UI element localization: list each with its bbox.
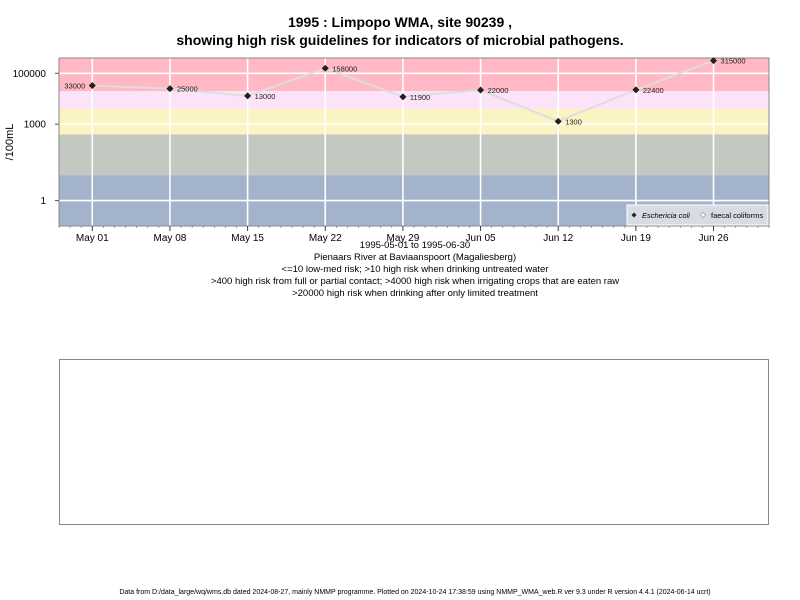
ecoli-point-2 [244,92,252,100]
ecoli-point-8 [709,57,718,65]
ecoli-point-1 [166,85,174,93]
x-tick-label-4: May 29 [387,233,420,244]
y-tick-label-1: 1000 [24,120,47,131]
site-name-caption: Pienaars River at Baviaanspoort (Magalie… [313,252,517,263]
x-tick-label-0: May 01 [76,233,109,244]
risk-band-2 [59,108,769,135]
y-axis-title: /100mL [4,124,16,161]
ecoli-point-5 [477,86,485,94]
ecoli-data-label-4: 11900 [410,93,430,102]
date-range-caption: 1995-05-01 to 1995-06-30 [359,240,471,251]
ecoli-point-0 [88,82,96,90]
chart-plot: 1 1000 100000 May 01 May 08 May 15 May 22 May 2… [4,57,770,244]
ecoli-data-label-0: 33000 [64,82,85,91]
legend-ecoli-label: Eschericia coli [642,211,690,220]
ecoli-data-label-7: 22400 [643,86,664,95]
x-tick-label-6: Jun 12 [543,233,573,244]
ecoli-data-label-2: 13000 [255,92,276,101]
risk-band-1 [59,134,769,176]
risk-band-4 [59,58,769,92]
ecoli-point-7 [632,86,640,94]
legend-faecal-marker [700,212,706,218]
empty-plot-panel [59,359,769,525]
ecoli-data-label-3: 158000 [332,64,357,73]
risk-guideline-2: >400 high risk from full or partial cont… [210,276,620,287]
x-tick-label-2: May 15 [231,233,264,244]
ecoli-point-6 [554,117,562,125]
x-tick-label-1: May 08 [154,233,187,244]
risk-guideline-3: >20000 high risk when drinking after onl… [292,288,538,299]
y-tick-label-0: 1 [40,196,46,207]
footer-note: Data from D:/data_large/wq/wms.db dated … [119,589,711,596]
chart-title: 1995 : Limpopo WMA, site 90239 , [287,14,513,30]
ecoli-point-3 [321,64,329,72]
x-tick-label-7: Jun 19 [621,233,651,244]
x-tick-label-8: Jun 26 [699,233,729,244]
chart-subtitle: showing high risk guidelines for indicat… [176,32,624,48]
ecoli-point-4 [399,93,407,101]
legend-box [626,204,769,226]
y-tick-label-2: 100000 [13,69,47,80]
x-tick-label-3: May 22 [309,233,342,244]
ecoli-data-label-6: 1300 [565,117,582,126]
risk-guideline-1: <=10 low-med risk; >10 high risk when dr… [281,264,549,275]
legend-faecal-label: faecal coliforms [711,211,763,220]
ecoli-data-label-8: 315000 [721,57,746,66]
ecoli-data-label-1: 25000 [177,85,198,94]
x-tick-label-5: Jun 05 [466,233,496,244]
ecoli-data-label-5: 22000 [488,86,509,95]
legend-ecoli-marker [631,212,637,218]
